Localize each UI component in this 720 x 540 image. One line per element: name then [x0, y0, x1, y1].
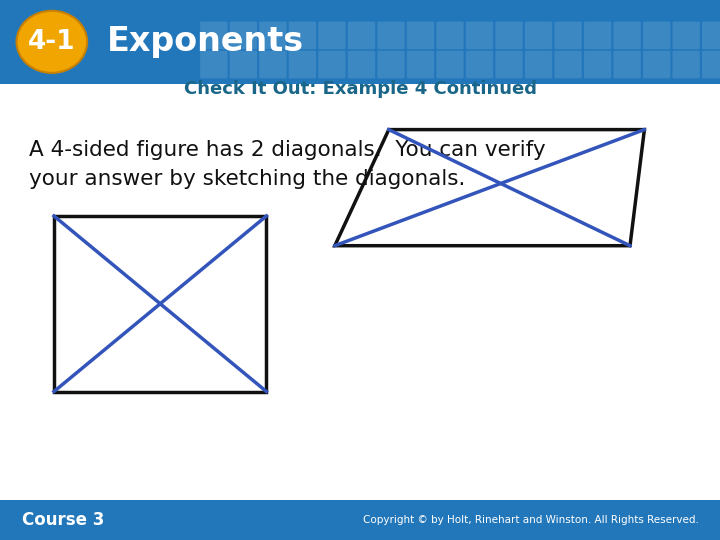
- FancyBboxPatch shape: [643, 51, 670, 78]
- FancyBboxPatch shape: [613, 22, 641, 49]
- FancyBboxPatch shape: [584, 22, 611, 49]
- FancyBboxPatch shape: [377, 22, 405, 49]
- FancyBboxPatch shape: [495, 51, 523, 78]
- Bar: [0, 500, 720, 540]
- FancyBboxPatch shape: [200, 51, 228, 78]
- FancyBboxPatch shape: [554, 22, 582, 49]
- FancyBboxPatch shape: [672, 22, 700, 49]
- FancyBboxPatch shape: [407, 51, 434, 78]
- FancyBboxPatch shape: [436, 22, 464, 49]
- FancyBboxPatch shape: [643, 22, 670, 49]
- Text: Exponents: Exponents: [107, 25, 304, 58]
- FancyBboxPatch shape: [584, 51, 611, 78]
- FancyBboxPatch shape: [702, 22, 720, 49]
- Text: Course 3: Course 3: [22, 511, 104, 529]
- FancyBboxPatch shape: [466, 22, 493, 49]
- FancyBboxPatch shape: [348, 51, 375, 78]
- FancyBboxPatch shape: [200, 22, 228, 49]
- FancyBboxPatch shape: [348, 22, 375, 49]
- Text: Copyright © by Holt, Rinehart and Winston. All Rights Reserved.: Copyright © by Holt, Rinehart and Winsto…: [363, 515, 698, 525]
- Text: Check It Out: Example 4 Continued: Check It Out: Example 4 Continued: [184, 80, 536, 98]
- FancyBboxPatch shape: [318, 22, 346, 49]
- FancyBboxPatch shape: [289, 51, 316, 78]
- FancyBboxPatch shape: [672, 51, 700, 78]
- FancyBboxPatch shape: [377, 51, 405, 78]
- FancyBboxPatch shape: [318, 51, 346, 78]
- Text: A 4-sided figure has 2 diagonals.  You can verify
your answer by sketching the d: A 4-sided figure has 2 diagonals. You ca…: [29, 140, 546, 189]
- FancyBboxPatch shape: [613, 51, 641, 78]
- FancyBboxPatch shape: [466, 51, 493, 78]
- FancyBboxPatch shape: [436, 51, 464, 78]
- FancyBboxPatch shape: [230, 22, 257, 49]
- FancyBboxPatch shape: [230, 51, 257, 78]
- FancyBboxPatch shape: [259, 22, 287, 49]
- Ellipse shape: [17, 11, 87, 73]
- Bar: [0, 0, 720, 84]
- FancyBboxPatch shape: [702, 51, 720, 78]
- FancyBboxPatch shape: [525, 51, 552, 78]
- FancyBboxPatch shape: [289, 22, 316, 49]
- Text: 4-1: 4-1: [28, 29, 76, 55]
- FancyBboxPatch shape: [407, 22, 434, 49]
- FancyBboxPatch shape: [259, 51, 287, 78]
- FancyBboxPatch shape: [554, 51, 582, 78]
- FancyBboxPatch shape: [495, 22, 523, 49]
- FancyBboxPatch shape: [525, 22, 552, 49]
